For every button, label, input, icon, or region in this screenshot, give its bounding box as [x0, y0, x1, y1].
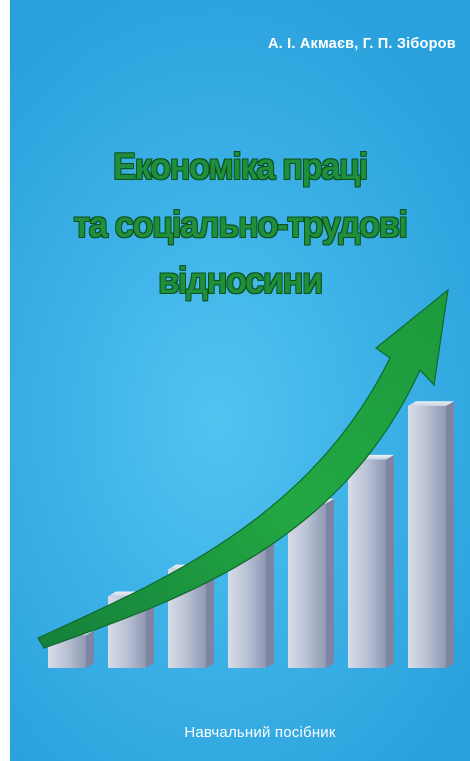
bar-top	[408, 401, 454, 406]
book-cover: А. І. Акмаєв, Г. П. Зіборов Економіка пр…	[10, 0, 470, 761]
bar-side	[146, 591, 154, 668]
bar-side	[206, 564, 214, 668]
bar	[408, 406, 446, 668]
bar-side	[266, 535, 274, 668]
bar-side	[86, 630, 94, 668]
book-type-subtitle: Навчальний посібник	[184, 724, 336, 741]
authors: А. І. Акмаєв, Г. П. Зіборов	[268, 36, 456, 52]
book-title-line-3: відносини	[158, 260, 323, 301]
bar-side	[446, 401, 454, 668]
growth-chart-illustration	[37, 288, 454, 668]
book-title-line-2: та соціально-трудові	[73, 204, 408, 245]
bar-side	[386, 454, 394, 668]
bar	[348, 459, 386, 668]
bar	[288, 503, 326, 668]
book-title-line-1: Економіка праці	[113, 146, 368, 187]
growth-arrow	[37, 288, 449, 649]
bar-side	[326, 498, 334, 668]
